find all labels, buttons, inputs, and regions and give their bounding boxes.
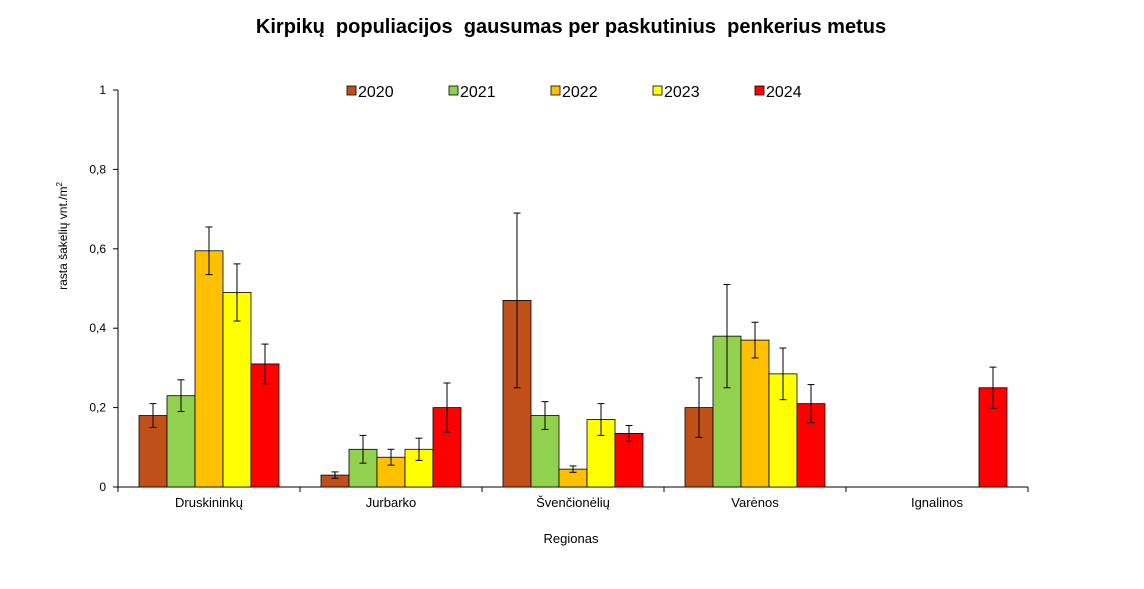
- bar-2022: [194, 250, 224, 488]
- legend-swatch-2024: [754, 85, 765, 96]
- bar-2024: [250, 363, 280, 488]
- y-tick-label: 1: [99, 83, 106, 97]
- y-tick-label: 0,8: [89, 162, 106, 176]
- legend-label-2020: 2020: [358, 84, 394, 101]
- x-tick-label: Druskininkų: [175, 495, 243, 510]
- x-tick-label: Ignalinos: [911, 495, 964, 510]
- y-axis-label: rasta šakelių vnt./m2: [55, 182, 70, 290]
- legend-label-2021: 2021: [460, 84, 496, 101]
- legend-swatch-2021: [448, 85, 459, 96]
- y-tick-label: 0,4: [89, 321, 106, 335]
- legend-swatch-2020: [346, 85, 357, 96]
- y-tick-label: 0,2: [89, 401, 106, 415]
- chart-title: Kirpikų populiacijos gausumas per paskut…: [256, 16, 886, 38]
- x-axis-label: Regionas: [544, 531, 599, 546]
- x-tick-label: Švenčionėlių: [536, 495, 610, 510]
- legend: 2020 2021 2022 2023 2024: [346, 84, 802, 101]
- y-axis-label-text: rasta šakelių vnt./m: [56, 187, 70, 290]
- legend-swatch-2023: [652, 85, 663, 96]
- legend-swatch-2022: [550, 85, 561, 96]
- bar-2022: [740, 339, 770, 488]
- legend-label-2023: 2023: [664, 84, 700, 101]
- x-tick-label: Varėnos: [731, 495, 779, 510]
- bars: [138, 250, 1008, 488]
- x-tick-label: Jurbarko: [366, 495, 417, 510]
- bar-2023: [222, 292, 252, 488]
- x-axis: Druskininkų Jurbarko Švenčionėlių Varėnos Ig…: [117, 486, 1029, 510]
- y-tick-label: 0: [99, 480, 106, 494]
- error-bars: [149, 212, 997, 479]
- bar-2024: [614, 433, 644, 488]
- y-tick-label: 0,6: [89, 242, 106, 256]
- y-axis: 0 0,2 0,4 0,6 0,8 1: [89, 83, 119, 494]
- y-axis-label-superscript: 2: [55, 182, 64, 187]
- legend-label-2022: 2022: [562, 84, 598, 101]
- legend-label-2024: 2024: [766, 84, 802, 101]
